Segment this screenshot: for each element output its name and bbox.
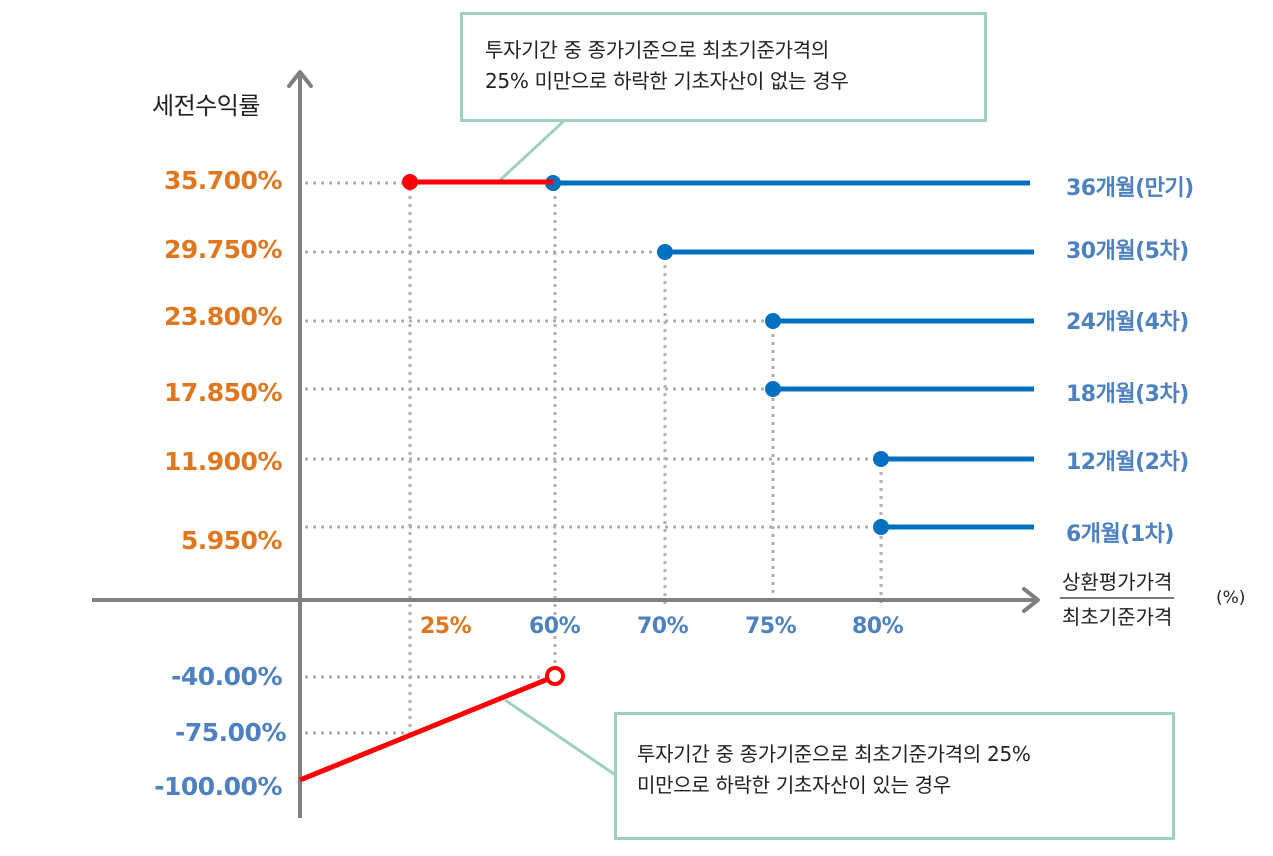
series-label-30m: 30개월(5차) bbox=[1066, 239, 1189, 264]
x-axis-unit: (%) bbox=[1216, 588, 1246, 608]
series-label-12m: 12개월(2차) bbox=[1066, 450, 1189, 475]
y-axis-title: 세전수익률 bbox=[152, 92, 260, 120]
redemption-points bbox=[545, 175, 889, 535]
horizontal-guides bbox=[305, 181, 881, 735]
y-label-minus-75: -75.00% bbox=[174, 718, 287, 747]
x-axis-title-numerator: 상환평가가격 bbox=[1060, 566, 1175, 599]
callout-knockin: 투자기간 중 종가기준으로 최초기준가격의 25% 미만으로 하락한 기초자산이… bbox=[614, 712, 1175, 840]
y-label-minus-40: -40.00% bbox=[170, 662, 283, 691]
loss-line bbox=[299, 674, 554, 783]
callout-knockin-line2: 미만으로 하락한 기초자산이 있는 경우 bbox=[637, 773, 951, 797]
callout-no-knockin-line2: 25% 미만으로 하락한 기초자산이 없는 경우 bbox=[485, 69, 849, 93]
x-label-25: 25% bbox=[420, 614, 472, 639]
callout-no-knockin-line1: 투자기간 중 종가기준으로 최초기준가격의 bbox=[485, 38, 829, 62]
series-label-18m: 18개월(3차) bbox=[1066, 382, 1189, 407]
x-axis-title-denominator: 최초기준가격 bbox=[1062, 605, 1173, 629]
redemption-lines bbox=[553, 180, 1034, 530]
y-label-5.95: 5.950% bbox=[180, 526, 283, 555]
maturity-no-knockin-point bbox=[402, 174, 418, 190]
x-axis-title: 상환평가가격 최초기준가격 bbox=[1060, 566, 1175, 630]
y-label-23.8: 23.800% bbox=[163, 302, 283, 331]
callout-knockin-line1: 투자기간 중 종가기준으로 최초기준가격의 25% bbox=[637, 742, 1031, 766]
callout-bottom-pointer bbox=[504, 698, 618, 778]
series-label-36m: 36개월(만기) bbox=[1066, 176, 1194, 201]
vertical-guides bbox=[408, 188, 883, 733]
y-label-29.75: 29.750% bbox=[163, 235, 283, 264]
x-label-60: 60% bbox=[529, 614, 581, 639]
y-axis bbox=[287, 70, 313, 818]
y-label-11.9: 11.900% bbox=[163, 447, 283, 476]
callout-top-pointer bbox=[496, 118, 567, 184]
y-label-17.85: 17.850% bbox=[163, 378, 283, 407]
series-label-24m: 24개월(4차) bbox=[1066, 310, 1189, 335]
x-axis bbox=[92, 587, 1040, 613]
x-label-70: 70% bbox=[637, 614, 689, 639]
callout-no-knockin: 투자기간 중 종가기준으로 최초기준가격의 25% 미만으로 하락한 기초자산이… bbox=[460, 12, 987, 122]
x-label-80: 80% bbox=[852, 614, 904, 639]
y-label-35.7: 35.700% bbox=[163, 166, 283, 195]
y-label-minus-100: -100.00% bbox=[154, 772, 282, 801]
x-label-75: 75% bbox=[745, 614, 797, 639]
series-label-6m: 6개월(1차) bbox=[1066, 522, 1174, 547]
loss-open-endpoint bbox=[545, 666, 565, 686]
